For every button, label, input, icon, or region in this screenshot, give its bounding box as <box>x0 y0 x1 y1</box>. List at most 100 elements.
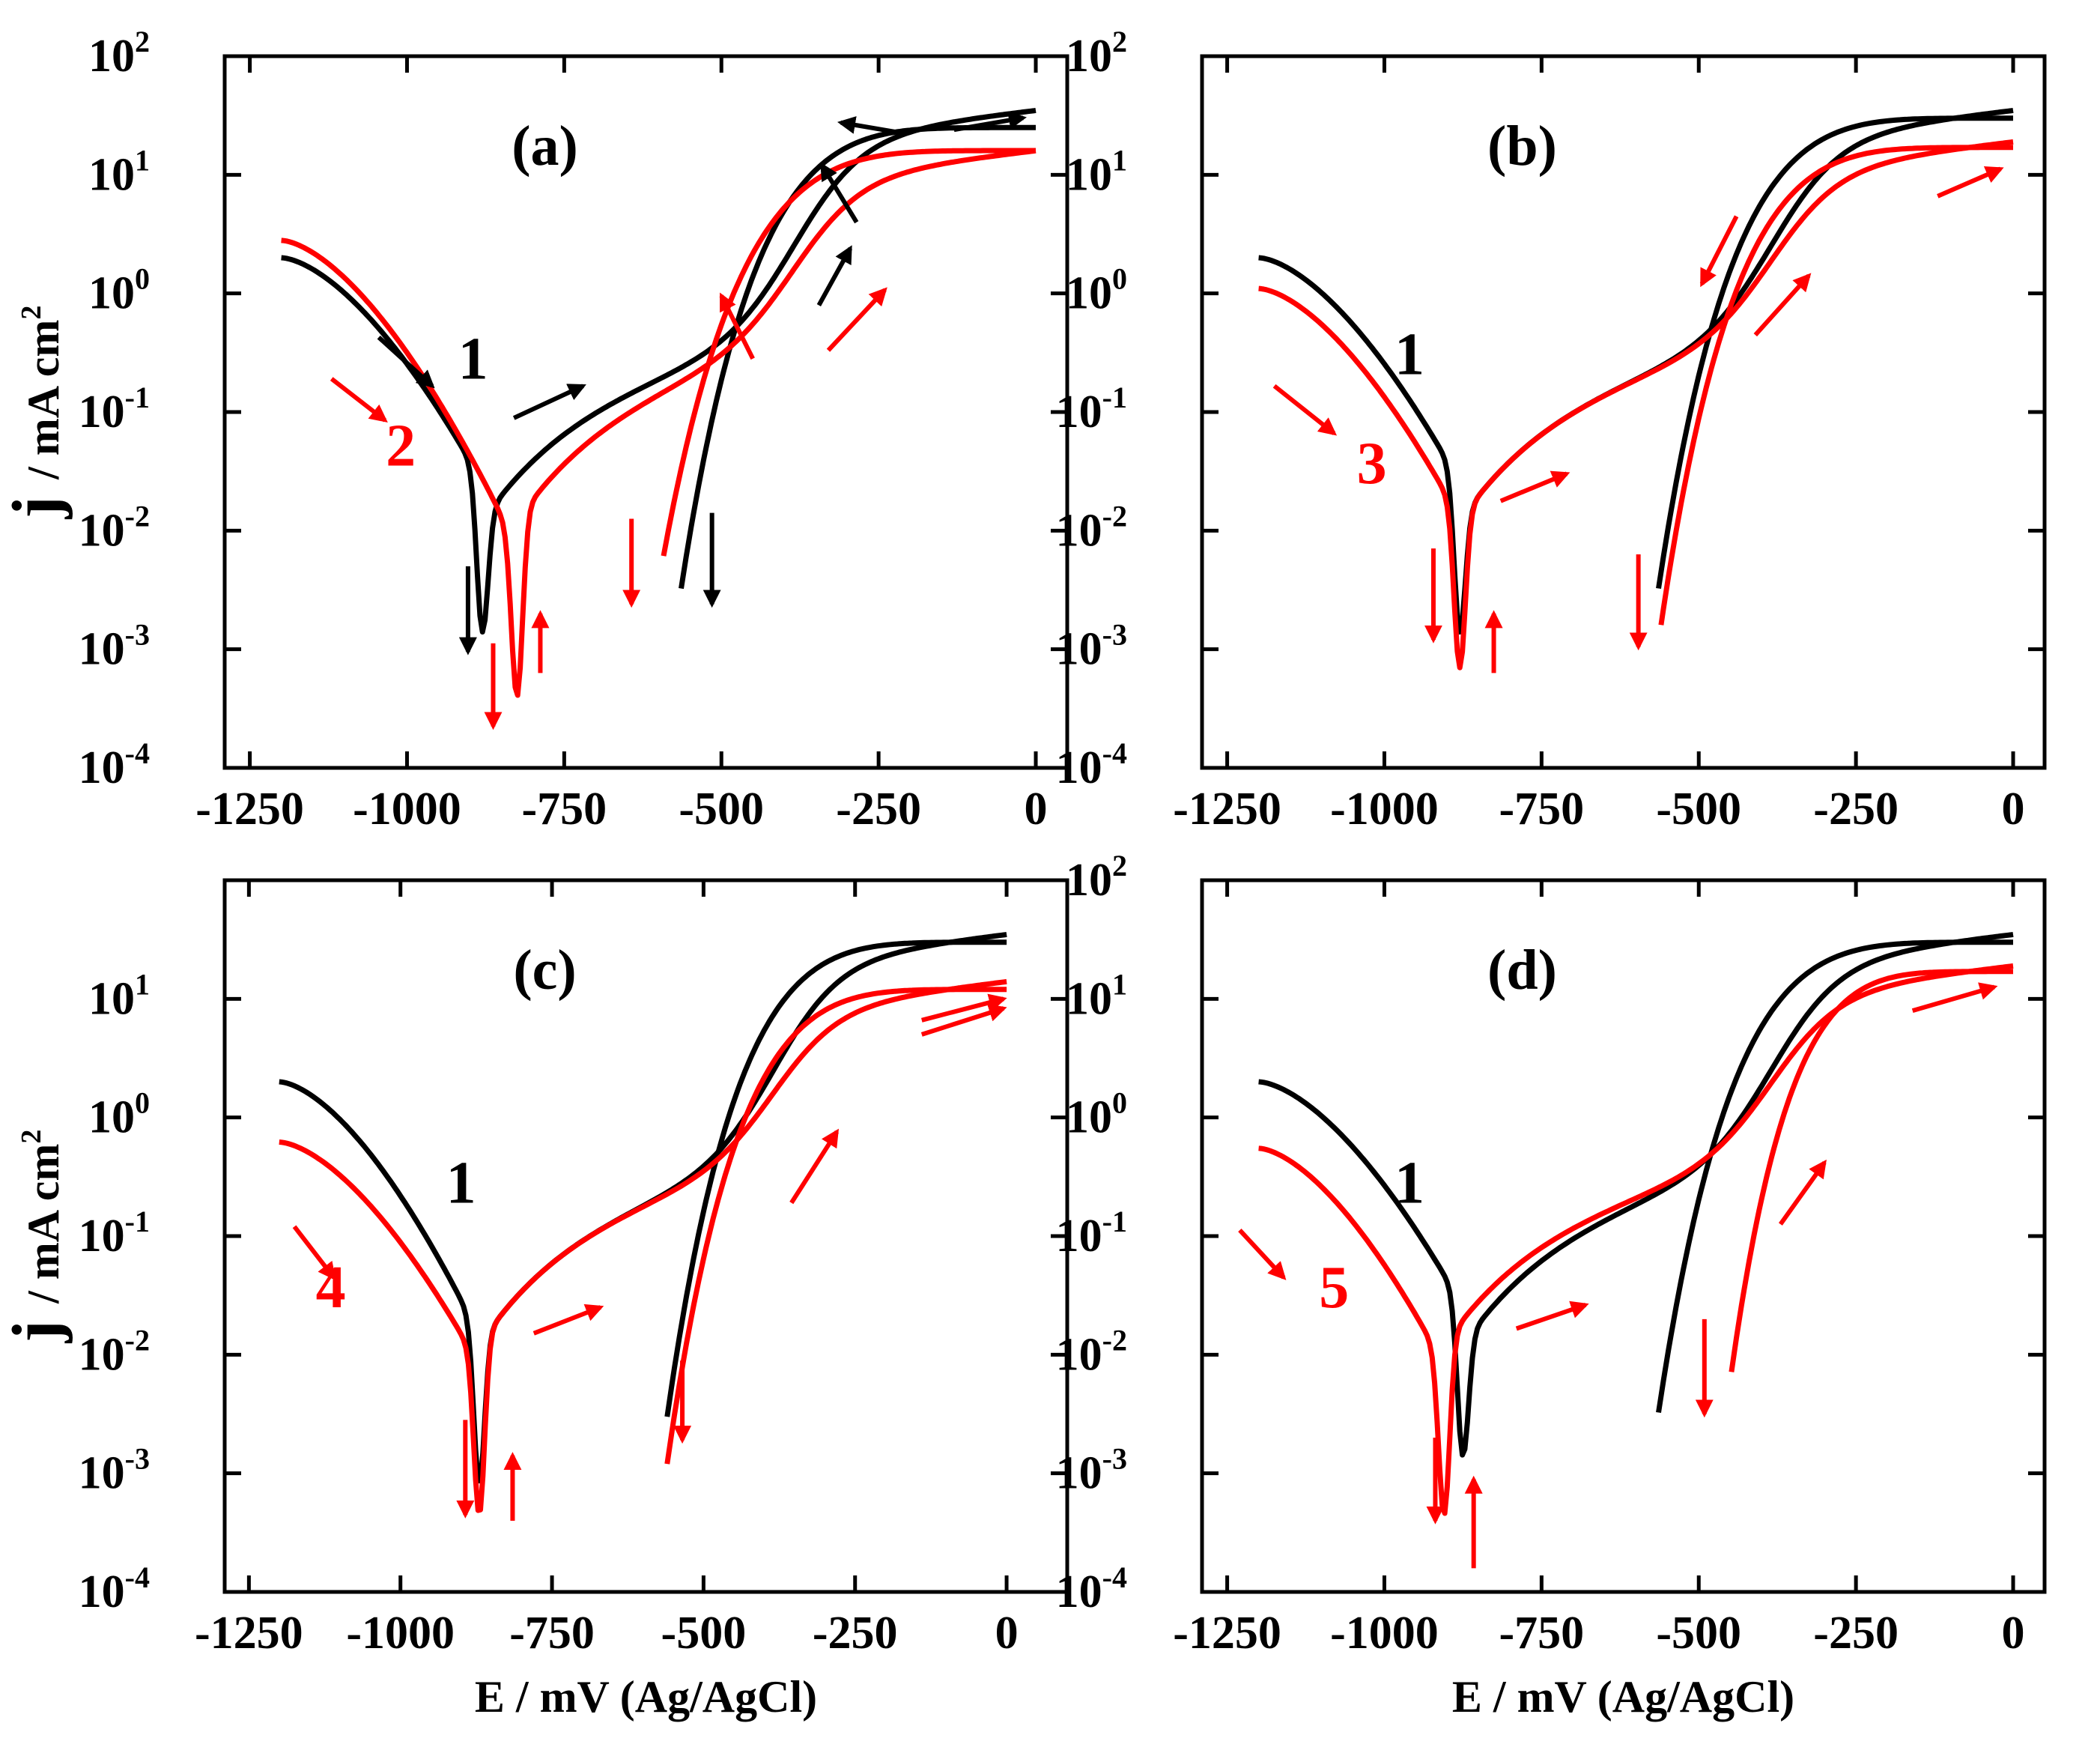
series-2-reverse-line <box>661 148 1037 557</box>
scan-direction-arrow <box>1515 1301 1589 1331</box>
scan-direction-arrow <box>1272 384 1338 436</box>
panel-a: -1250 -1000 -750 -500 -250 0 10-4 10-3 10-2 10-1 1… <box>0 25 1069 835</box>
x-tick-label: -750 <box>522 784 607 835</box>
series-1-label: 1 <box>1395 321 1424 387</box>
y-tick-label: 102 <box>1066 25 1127 82</box>
scan-direction-arrow <box>512 384 586 420</box>
x-tick-label: -1250 <box>195 784 304 835</box>
y-tick-label: 102 <box>88 25 150 82</box>
y-tick-label: 10-3 <box>79 618 150 675</box>
y-tick-label: 10-2 <box>79 499 150 556</box>
series-5-reverse-line <box>1729 969 2014 1372</box>
y-tick-label: 10-1 <box>79 1205 150 1262</box>
plot-frame <box>1200 878 2047 1594</box>
y-tick-label: 102 <box>1066 849 1127 906</box>
panel-b: -1250 -1000 -750 -500 -250 0 10-4 10-3 10-2 10-1 1… <box>1056 25 2047 835</box>
y-tick-label: 10-4 <box>1056 736 1127 793</box>
x-tick-label: -750 <box>509 1608 595 1659</box>
x-tick-label: -250 <box>1813 784 1899 835</box>
x-axis-title: E / mV (Ag/AgCl) <box>1452 1672 1794 1722</box>
x-tick-label: 0 <box>2002 784 2025 835</box>
x-tick-label: -1000 <box>1330 1608 1439 1659</box>
series-1-reverse-line <box>664 939 1007 1417</box>
scan-direction-arrow <box>920 993 1007 1023</box>
scan-direction-arrow <box>1753 273 1812 337</box>
scan-direction-arrow <box>837 116 905 136</box>
x-tick-label: -1000 <box>346 1608 455 1659</box>
x-tick-label: -250 <box>1813 1608 1899 1659</box>
x-tick-label: -500 <box>1656 1608 1741 1659</box>
y-tick-label: 100 <box>88 1086 150 1143</box>
y-tick-label: 10-1 <box>1056 1205 1127 1262</box>
x-tick-label: -1000 <box>1330 784 1439 835</box>
panel-title: (a) <box>512 115 578 178</box>
x-tick-label: 0 <box>995 1608 1019 1659</box>
x-tick-label: -1000 <box>353 784 461 835</box>
y-tick-label: 10-2 <box>1056 499 1127 556</box>
scan-direction-arrow <box>1937 166 2004 199</box>
y-tick-label: 101 <box>88 967 150 1024</box>
series-2-forward-line <box>281 148 1037 698</box>
scan-direction-arrow <box>292 1225 336 1281</box>
scan-direction-arrow <box>953 111 1027 133</box>
y-tick-label: 100 <box>88 262 150 319</box>
y-axis-title: j / mA cm2 <box>0 1130 73 1344</box>
panel-title: (b) <box>1487 115 1557 178</box>
scan-direction-arrow <box>1238 1229 1287 1280</box>
series-4-forward-line <box>279 978 1007 1513</box>
scan-direction-arrow <box>719 292 755 360</box>
scan-direction-arrow <box>1778 1159 1827 1226</box>
y-tick-label: 10-4 <box>79 1560 150 1617</box>
y-tick-label: 10-1 <box>1056 381 1127 437</box>
panel-c: -1250 -1000 -750 -500 -250 0 10-4 10-3 10-2 10-1 1… <box>0 878 1069 1722</box>
y-tick-label: 10-4 <box>1056 1560 1127 1617</box>
series-1-reverse-line <box>1656 115 2014 590</box>
series-3-label: 3 <box>1357 431 1387 497</box>
scan-direction-arrow <box>920 1004 1007 1037</box>
x-tick-label: -250 <box>813 1608 898 1659</box>
scan-direction-arrow <box>826 287 887 352</box>
panel-title: (c) <box>513 939 576 1002</box>
x-tick-label: -750 <box>1499 784 1585 835</box>
scan-direction-arrow <box>532 1304 604 1336</box>
scan-direction-arrow <box>820 162 859 224</box>
y-tick-label: 10-3 <box>79 1442 150 1499</box>
scan-direction-arrow <box>1499 470 1571 503</box>
scan-direction-arrow <box>330 377 388 423</box>
scan-direction-arrow <box>816 245 852 306</box>
x-tick-label: 0 <box>2002 1608 2025 1659</box>
plot-frame <box>1200 54 2047 770</box>
y-tick-label: 101 <box>1066 143 1127 200</box>
y-tick-label: 10-1 <box>79 381 150 437</box>
x-axis-title: E / mV (Ag/AgCl) <box>475 1672 817 1722</box>
x-tick-label: -1250 <box>1173 784 1281 835</box>
series-5-forward-line <box>1258 963 2014 1516</box>
scan-direction-arrow <box>789 1128 840 1205</box>
series-2-label: 2 <box>386 413 416 479</box>
y-tick-label: 10-3 <box>1056 618 1127 675</box>
series-1-reverse-line <box>1656 939 2014 1414</box>
y-tick-label: 100 <box>1066 262 1127 319</box>
panel-d: -1250 -1000 -750 -500 -250 0 10-4 10-3 10-2 10-1 1… <box>1056 849 2047 1722</box>
x-tick-label: -250 <box>836 784 921 835</box>
panel-title: (d) <box>1487 939 1557 1002</box>
scan-direction-arrow <box>1911 982 1998 1014</box>
series-1-forward-line <box>281 107 1037 635</box>
x-tick-label: 0 <box>1025 784 1048 835</box>
x-tick-label: -500 <box>661 1608 747 1659</box>
y-tick-label: 10-2 <box>79 1323 150 1380</box>
x-tick-label: -1250 <box>1173 1608 1281 1659</box>
x-tick-label: -750 <box>1499 1608 1585 1659</box>
series-3-forward-line <box>1258 139 2014 670</box>
y-tick-label: 100 <box>1066 1086 1127 1143</box>
series-4-reverse-line <box>664 987 1007 1465</box>
y-tick-label: 101 <box>88 143 150 200</box>
y-tick-label: 10-3 <box>1056 1442 1127 1499</box>
x-tick-label: -500 <box>679 784 764 835</box>
series-1-label: 1 <box>446 1151 476 1217</box>
series-1-forward-line <box>1258 107 2014 635</box>
x-tick-label: -500 <box>1656 784 1741 835</box>
series-1-label: 1 <box>1395 1151 1424 1217</box>
scan-direction-arrow <box>1699 215 1739 288</box>
